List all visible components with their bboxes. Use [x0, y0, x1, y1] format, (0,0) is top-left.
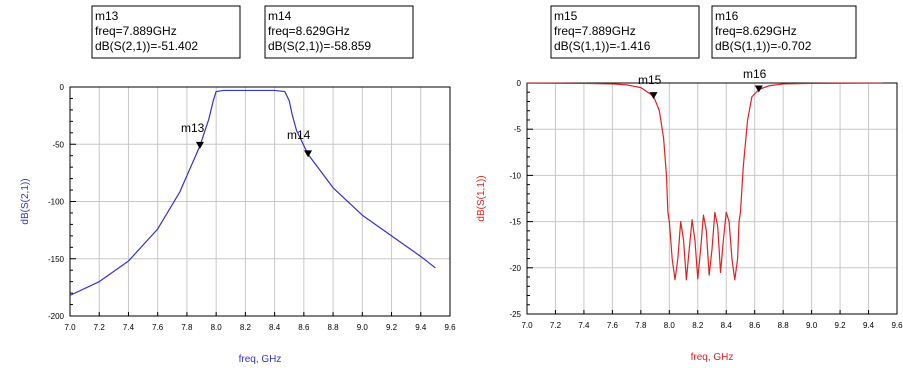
x-tick-label: 7.4: [123, 323, 135, 332]
marker-label-m13: m13: [181, 121, 205, 135]
x-tick-label: 7.8: [635, 321, 647, 330]
x-axis-title: freq, GHz: [239, 354, 282, 365]
y-axis-title: dB(S(2,1)): [20, 178, 31, 224]
marker-readout-line: m16: [715, 9, 739, 23]
x-tick-label: 7.2: [550, 321, 562, 330]
x-tick-label: 7.0: [521, 321, 533, 330]
y-tick-label: -25: [509, 310, 521, 319]
x-tick-label: 8.2: [240, 323, 252, 332]
y-tick-label: -150: [48, 255, 65, 264]
x-tick-label: 7.8: [181, 323, 193, 332]
y-tick-label: -50: [52, 140, 64, 149]
y-axis-title: dB(S(1,1)): [476, 175, 487, 221]
marker-readout-line: freq=8.629GHz: [268, 24, 350, 38]
marker-readout-line: freq=8.629GHz: [715, 24, 797, 38]
x-tick-label: 8.6: [298, 323, 310, 332]
x-tick-label: 7.0: [64, 323, 76, 332]
marker-label-m16: m16: [743, 67, 767, 81]
x-tick-label: 7.6: [607, 321, 619, 330]
y-tick-label: -5: [514, 125, 522, 134]
x-tick-label: 8.0: [664, 321, 676, 330]
plot-frame: [69, 86, 451, 317]
x-tick-label: 8.8: [778, 321, 790, 330]
x-tick-label: 7.6: [152, 323, 164, 332]
x-tick-label: 9.0: [806, 321, 818, 330]
x-tick-label: 7.4: [578, 321, 590, 330]
marker-readout-line: freq=7.889GHz: [554, 24, 636, 38]
x-tick-label: 8.4: [269, 323, 281, 332]
y-tick-label: -10: [509, 171, 521, 180]
marker-label-m15: m15: [638, 73, 662, 87]
marker-readout-line: dB(S(1,1))=-0.702: [715, 39, 812, 53]
x-tick-label: 9.4: [863, 321, 875, 330]
x-tick-label: 9.2: [835, 321, 847, 330]
x-tick-label: 9.6: [444, 323, 456, 332]
y-tick-label: 0: [60, 83, 65, 92]
y-tick-label: -100: [48, 198, 65, 207]
x-tick-label: 8.4: [721, 321, 733, 330]
marker-triangle-m14: [304, 150, 313, 158]
x-axis-title: freq, GHz: [691, 352, 734, 363]
marker-label-m14: m14: [287, 128, 311, 142]
x-tick-label: 8.0: [211, 323, 223, 332]
x-tick-label: 9.0: [357, 323, 369, 332]
marker-readout-line: m13: [95, 9, 119, 23]
chart-2: 7.0 7.2 7.4 7.6 7.8 8.0 8.2 8.4 8.6 8.8 9.0 9.2 9.4 9…: [476, 5, 903, 363]
marker-readout-line: dB(S(2,1))=-58.859: [268, 39, 371, 53]
y-tick-label: -200: [48, 312, 65, 321]
x-tick-label: 9.6: [891, 321, 903, 330]
marker-readout-box-m14: [264, 5, 414, 59]
y-tick-label: -15: [509, 218, 521, 227]
series-line-1: [69, 89, 436, 296]
marker-readout-line: m14: [268, 9, 292, 23]
x-tick-label: 7.2: [94, 323, 106, 332]
chart-1: 7.0 7.2 7.4 7.6 7.8 8.0 8.2 8.4 8.6 8.8 9.0 9.2 9.4 9…: [20, 5, 456, 365]
marker-readout-line: freq=7.889GHz: [95, 24, 177, 38]
x-tick-label: 8.8: [328, 323, 340, 332]
series-line-1: [526, 82, 883, 281]
marker-triangle-m13: [195, 141, 204, 149]
x-tick-label: 9.2: [386, 323, 398, 332]
y-tick-label: -20: [509, 264, 521, 273]
marker-triangle-m15: [649, 92, 658, 100]
marker-readout-box-m15: [550, 5, 700, 59]
marker-readout-line: dB(S(1,1))=-1.416: [554, 39, 651, 53]
x-tick-label: 8.2: [692, 321, 704, 330]
x-tick-label: 9.4: [415, 323, 427, 332]
y-tick-label: 0: [517, 79, 522, 88]
marker-readout-box-m13: [91, 5, 241, 59]
marker-triangle-m16: [754, 85, 763, 93]
x-tick-label: 8.6: [749, 321, 761, 330]
marker-readout-box-m16: [711, 5, 857, 59]
marker-readout-line: dB(S(2,1))=-51.402: [95, 39, 198, 53]
marker-readout-line: m15: [554, 9, 578, 23]
plot-frame: [526, 82, 898, 315]
